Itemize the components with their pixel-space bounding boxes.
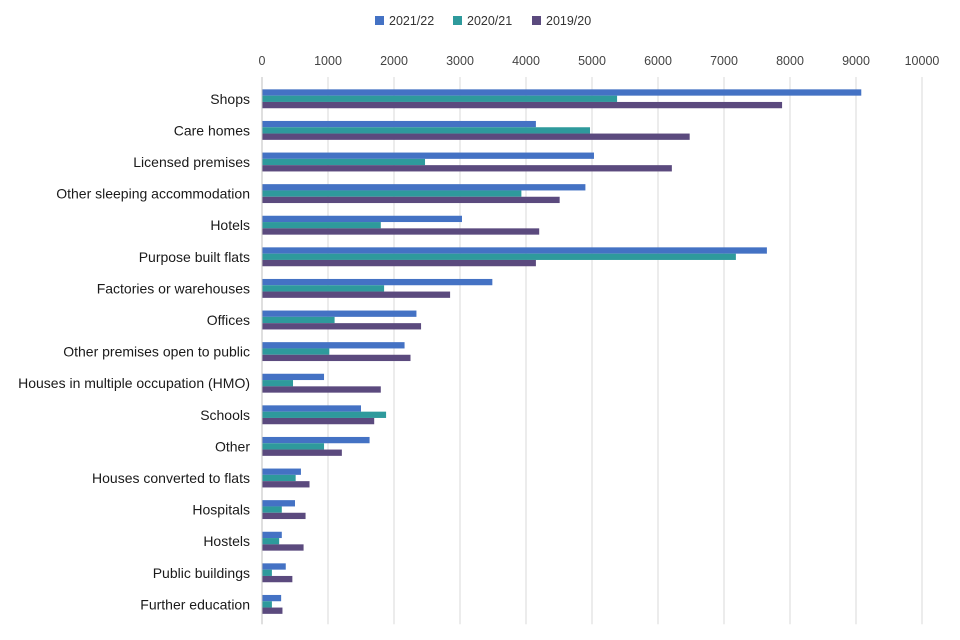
x-tick-label: 5000 [578, 54, 606, 68]
x-tick-label: 2000 [380, 54, 408, 68]
bar-2020-21 [262, 411, 387, 418]
category-label: Other sleeping accommodation [56, 186, 250, 202]
x-tick-label: 0 [259, 54, 266, 68]
bar-2020-21 [262, 443, 325, 450]
category-label: Purpose built flats [139, 249, 250, 265]
category-label: Houses in multiple occupation (HMO) [18, 375, 250, 391]
bar-2021-22 [262, 563, 286, 570]
category-label: Other premises open to public [63, 344, 250, 360]
bar-2021-22 [262, 594, 282, 602]
x-axis-ticks: 0 1000 2000 3000 4000 5000 6000 7000 8000 9000 100… [259, 54, 940, 68]
legend: 2021/22 2020/21 2019/20 [375, 14, 591, 28]
category-label: Factories or warehouses [97, 280, 250, 296]
bar-2020-21 [262, 601, 272, 608]
category-label: Offices [207, 312, 250, 328]
category-label: Hostels [203, 533, 250, 549]
bar-2020-21 [262, 506, 282, 513]
category-label: Houses converted to flats [92, 470, 250, 486]
legend-label: 2021/22 [389, 14, 434, 28]
bar-2019-20 [262, 228, 540, 235]
bar-2021-22 [262, 310, 417, 317]
bar-2021-22 [262, 278, 493, 286]
category-label: Hotels [210, 217, 250, 233]
x-tick-label: 3000 [446, 54, 474, 68]
x-tick-label: 9000 [842, 54, 870, 68]
category-label: Further education [140, 596, 250, 612]
bar-2020-21 [262, 569, 272, 576]
bar-2021-22 [262, 373, 325, 381]
x-tick-label: 6000 [644, 54, 672, 68]
bar-2019-20 [262, 449, 342, 456]
bar-2020-21 [262, 348, 330, 355]
bar-2019-20 [262, 259, 536, 267]
bar-2021-22 [262, 531, 282, 539]
bar-2019-20 [262, 196, 560, 204]
bar-2020-21 [262, 158, 426, 166]
legend-swatch [532, 16, 541, 25]
bar-2021-22 [262, 468, 301, 475]
bar-2019-20 [262, 323, 422, 330]
category-label: Hospitals [192, 502, 250, 518]
bar-2021-22 [262, 247, 767, 254]
legend-label: 2019/20 [546, 14, 591, 28]
bar-2020-21 [262, 95, 618, 102]
x-tick-label: 4000 [512, 54, 540, 68]
bar-2021-22 [262, 184, 586, 191]
bar-2020-21 [262, 127, 591, 134]
bar-2019-20 [262, 386, 381, 393]
bar-2021-22 [262, 120, 536, 128]
bar-2021-22 [262, 342, 405, 349]
category-label: Care homes [174, 122, 250, 138]
bar-2020-21 [262, 538, 280, 545]
bar-2019-20 [262, 417, 375, 425]
legend-swatch [453, 16, 462, 25]
bar-2021-22 [262, 500, 295, 507]
bar-2019-20 [262, 512, 306, 520]
legend-swatch [375, 16, 384, 25]
bar-2019-20 [262, 544, 304, 551]
category-label: Licensed premises [133, 154, 250, 170]
bar-2021-22 [262, 152, 594, 159]
bar-2019-20 [262, 133, 690, 140]
bar-2019-20 [262, 354, 411, 362]
bar-2019-20 [262, 481, 310, 488]
category-label: Other [215, 438, 250, 454]
bar-2021-22 [262, 436, 370, 444]
category-label: Schools [200, 407, 250, 423]
bar-2019-20 [262, 165, 672, 172]
bar-2020-21 [262, 380, 294, 387]
bar-2019-20 [262, 101, 783, 109]
x-tick-label: 1000 [314, 54, 342, 68]
bar-2020-21 [262, 474, 296, 482]
bar-2020-21 [262, 316, 335, 324]
bar-2020-21 [262, 190, 522, 197]
bar-2019-20 [262, 575, 293, 583]
category-label: Public buildings [153, 565, 250, 581]
bar-2021-22 [262, 215, 462, 223]
bar-2019-20 [262, 607, 283, 614]
bar-2020-21 [262, 285, 385, 292]
x-tick-label: 8000 [776, 54, 804, 68]
bar-2021-22 [262, 405, 361, 412]
bars [262, 89, 862, 614]
x-tick-label: 7000 [710, 54, 738, 68]
category-label: Shops [210, 91, 250, 107]
bar-2019-20 [262, 291, 451, 298]
x-tick-label: 10000 [905, 54, 940, 68]
legend-label: 2020/21 [467, 14, 512, 28]
y-axis-labels: Shops Care homes Licensed premises Other sl… [18, 91, 250, 613]
bar-2020-21 [262, 222, 381, 229]
bar-2020-21 [262, 253, 736, 260]
bar-2021-22 [262, 89, 862, 96]
